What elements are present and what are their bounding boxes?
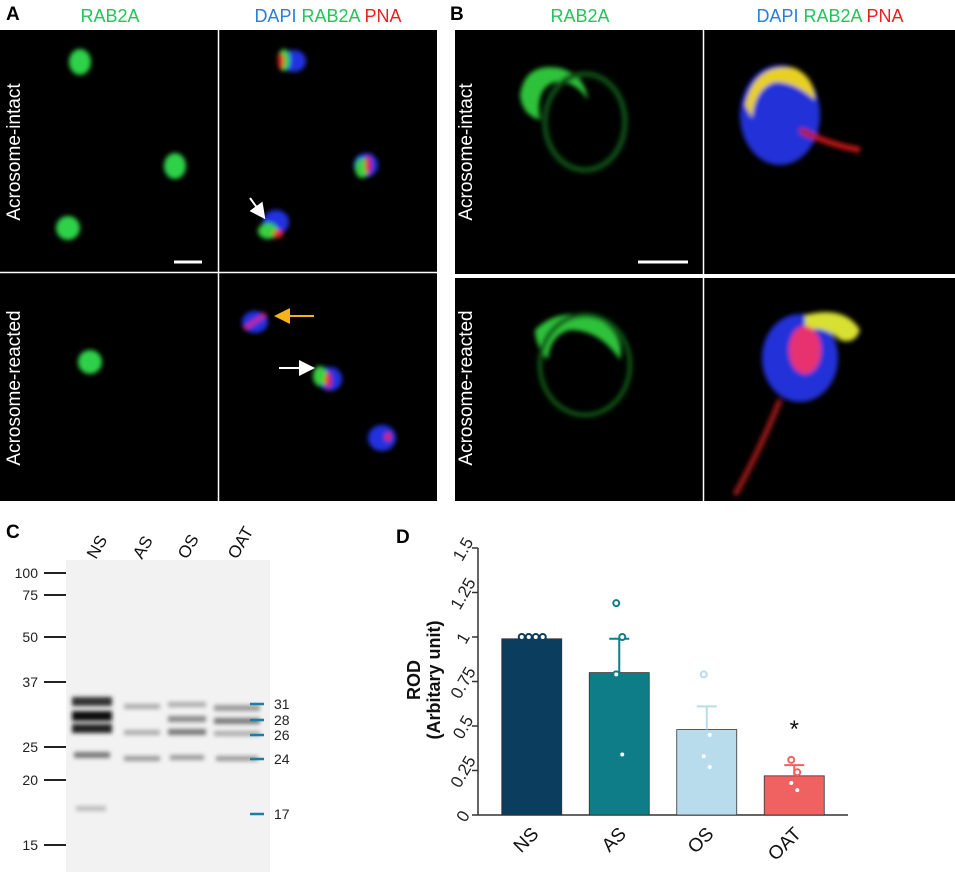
marker-label: 37 [22,674,38,690]
cells [520,65,861,497]
bar [588,672,650,816]
error-bar [609,637,630,673]
header-word: RAB2A [301,6,360,26]
data-point [517,633,526,641]
marker-label: 26 [274,727,290,743]
header-word: RAB2A [803,6,862,26]
panel-a: A RAB2A DAPI RAB2A PNA Acrosome-intact A… [0,4,437,501]
column-header: DAPI RAB2A PNA [756,6,903,26]
x-tick-label: NS [510,824,544,858]
header-word: PNA [365,6,402,26]
y-tick-label: 1.25 [447,575,480,613]
data-point [612,670,621,679]
data-point [705,730,714,739]
row-label: Acrosome-intact [456,83,477,221]
marker-label: 100 [15,565,39,581]
x-tick-label: OS [684,824,718,858]
panel-label: A [6,4,20,25]
data-point [793,786,802,795]
bar [676,729,738,816]
lane-label: OAT [224,523,257,562]
bar [501,638,563,816]
y-tick-label: 1.5 [449,534,477,564]
x-tick-label: OAT [764,823,806,865]
marker-label: 24 [274,751,290,767]
panel-d: D 0 0.25 0.5 0.75 1 1.25 1.5 ROD (Arbitary unit)… [396,527,848,865]
lane-label: OS [174,531,203,562]
marker-label: 25 [22,739,38,755]
bands [72,697,260,811]
panel-label: C [6,522,20,543]
y-tick-label: 0 [453,807,474,825]
marker-label: 75 [22,587,38,603]
data-point [705,762,714,771]
y-axis-label: ROD [404,660,424,700]
column-header: RAB2A [550,6,609,26]
y-axis-label: (Arbitary unit) [424,620,444,739]
lane-label: AS [129,533,157,562]
marker-label: 31 [274,696,290,712]
header-word: DAPI [756,6,798,26]
arrow [249,197,266,220]
data-point [531,633,540,641]
data-point [787,755,796,764]
error-bar [696,705,717,730]
row-label: Acrosome-reacted [4,310,25,465]
annotation: * [790,716,799,743]
data-point [699,670,708,679]
data-point [618,633,627,641]
marker-label: 20 [22,772,38,788]
data-point [699,752,708,761]
data-point [787,778,796,787]
row-label: Acrosome-reacted [456,310,477,465]
column-header: RAB2A [80,6,139,26]
x-tick-label: AS [598,824,631,857]
marker-label: 17 [274,806,290,822]
y-tick-label: 0.5 [449,712,477,742]
marker-label: 28 [274,712,290,728]
data-point [793,768,802,777]
cells [56,49,396,451]
marker-label: 15 [22,837,38,853]
data-point [618,750,627,759]
column-header: DAPI RAB2A PNA [254,6,401,26]
data-point [538,633,547,641]
y-tick-label: 0.25 [447,753,480,791]
row-label: Acrosome-intact [4,83,25,221]
data-point [612,599,621,608]
panel-label: B [450,4,464,25]
panel-label: D [396,527,410,548]
header-word: DAPI [254,6,296,26]
lane-label: NS [83,532,111,562]
header-word: PNA [867,6,904,26]
y-tick-label: 0.75 [447,664,480,702]
y-tick-label: 1 [453,629,474,647]
panel-b: B RAB2A DAPI RAB2A PNA Acrosome-intact A… [450,4,955,501]
data-point [524,633,533,641]
marker-label: 50 [22,629,38,645]
